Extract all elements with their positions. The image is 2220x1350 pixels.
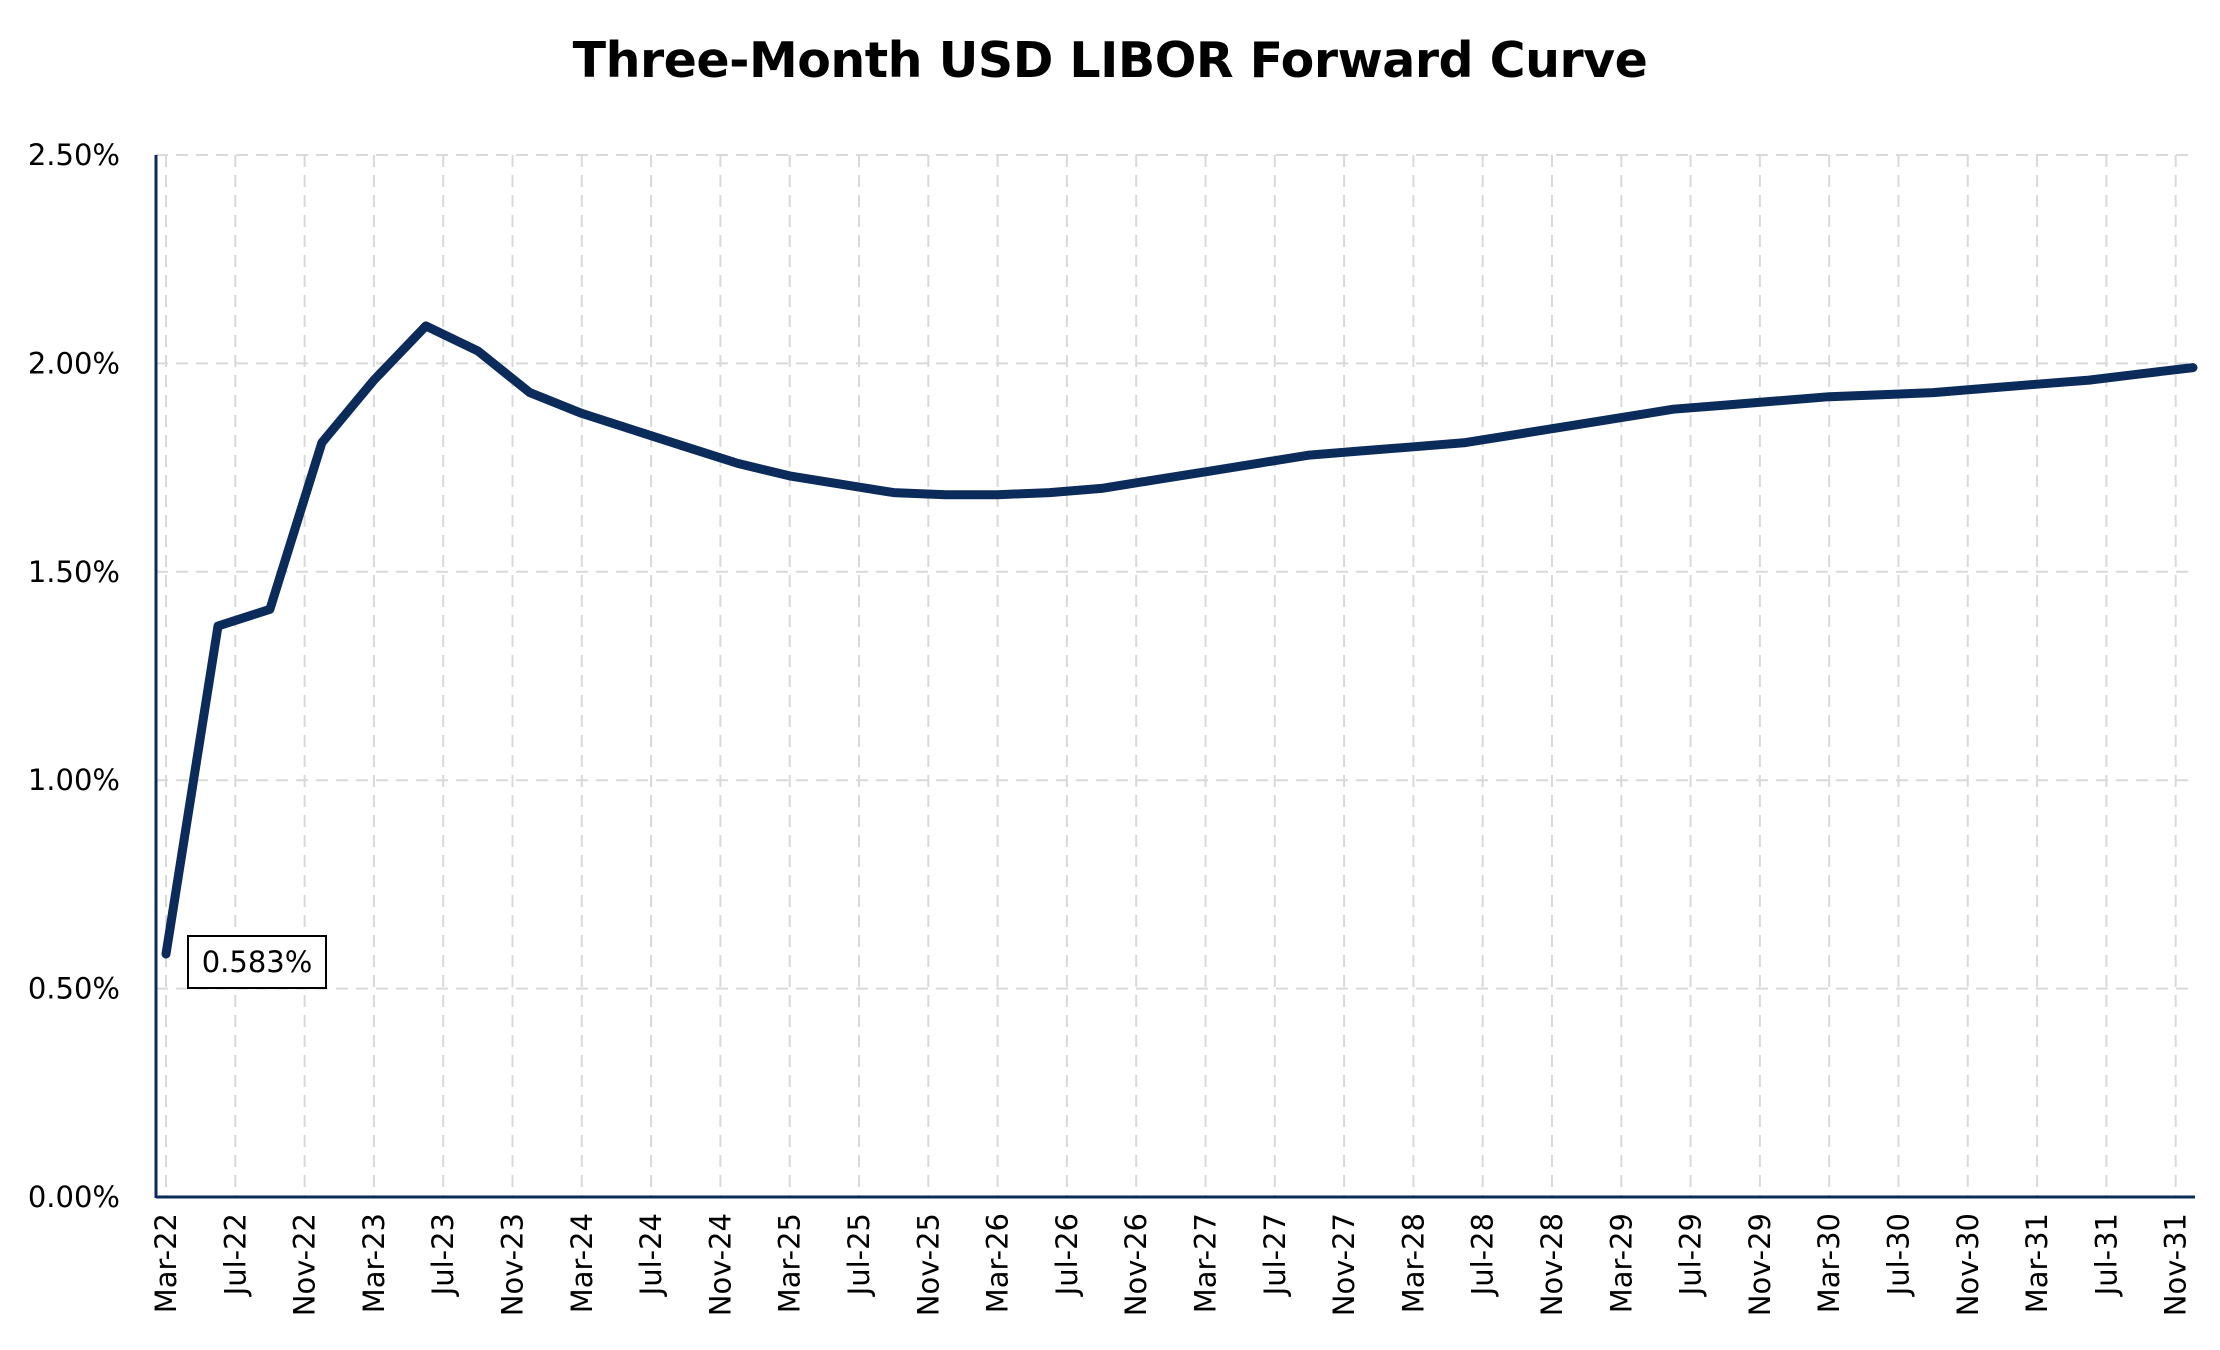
- x-tick-label: Nov-26: [1119, 1213, 1153, 1316]
- x-tick-label: Mar-28: [1396, 1213, 1430, 1313]
- y-tick-label: 0.00%: [28, 1180, 120, 1214]
- x-tick-label: Jul-22: [218, 1213, 252, 1297]
- x-tick-label: Jul-26: [1050, 1213, 1084, 1297]
- y-tick-label: 1.00%: [28, 763, 120, 797]
- x-tick-label: Nov-25: [911, 1213, 945, 1316]
- x-tick-label: Jul-27: [1258, 1213, 1292, 1297]
- x-tick-label: Mar-25: [773, 1213, 807, 1313]
- x-tick-label: Nov-29: [1743, 1213, 1777, 1316]
- x-tick-label: Mar-30: [1812, 1213, 1846, 1313]
- x-tick-label: Jul-24: [634, 1213, 668, 1297]
- x-tick-label: Jul-31: [2089, 1213, 2123, 1297]
- y-tick-label: 0.50%: [28, 972, 120, 1006]
- data-label: 0.583%: [202, 945, 313, 979]
- x-tick-label: Mar-22: [149, 1213, 183, 1313]
- x-tick-label: Nov-28: [1535, 1213, 1569, 1316]
- x-tick-label: Mar-24: [565, 1213, 599, 1313]
- x-tick-label: Nov-30: [1951, 1213, 1985, 1316]
- x-tick-label: Jul-30: [1881, 1213, 1915, 1297]
- x-tick-label: Jul-23: [426, 1213, 460, 1297]
- data-label-box: [187, 935, 327, 990]
- x-tick-label: Jul-28: [1466, 1213, 1500, 1297]
- x-tick-label: Mar-27: [1188, 1213, 1222, 1313]
- x-tick-label: Jul-25: [842, 1213, 876, 1297]
- y-tick-label: 2.00%: [28, 346, 120, 380]
- x-tick-label: Nov-24: [703, 1213, 737, 1316]
- x-tick-label: Nov-31: [2159, 1213, 2193, 1316]
- y-tick-labels: 0.00% 0.50% 1.00% 1.50% 2.00% 2.50%: [28, 138, 120, 1214]
- y-tick-label: 1.50%: [28, 555, 120, 589]
- x-tick-label: Nov-27: [1327, 1213, 1361, 1316]
- y-tick-label: 2.50%: [28, 138, 120, 172]
- x-tick-label: Mar-23: [357, 1213, 391, 1313]
- x-tick-labels: Mar-22 Jul-22 Nov-22 Mar-23 Jul-23 Nov-23 Mar-…: [149, 1213, 2193, 1316]
- series-lines: [161, 321, 2198, 959]
- annotations: 0.583%: [187, 935, 327, 990]
- gridlines: [156, 154, 2195, 1197]
- axes: [154, 155, 2195, 1199]
- x-tick-label: Nov-22: [288, 1213, 322, 1316]
- x-tick-label: Mar-29: [1604, 1213, 1638, 1313]
- x-tick-label: Jul-29: [1674, 1213, 1708, 1297]
- forward-curve-line: [161, 321, 2198, 959]
- x-tick-label: Nov-23: [495, 1213, 529, 1316]
- x-tick-label: Mar-26: [981, 1213, 1015, 1313]
- x-tick-label: Mar-31: [2020, 1213, 2054, 1313]
- chart-title: Three-Month USD LIBOR Forward Curve: [572, 32, 1648, 89]
